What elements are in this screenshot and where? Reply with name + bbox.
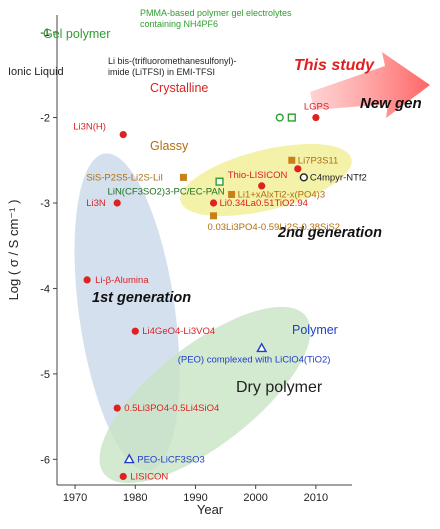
y-tick-label: -2 <box>40 113 50 125</box>
data-point <box>179 173 187 181</box>
y-tick-label: -5 <box>40 369 50 381</box>
data-points: LGPS Li3N(H) Li3N Li-β-Alumina Li4GeO4-Li3VO… <box>73 102 367 483</box>
point-label: SiS-P2S5-Li2S-LiI <box>86 172 163 183</box>
data-point <box>119 131 127 139</box>
point-label: Li3N <box>86 198 106 209</box>
data-point <box>258 182 266 190</box>
data-point <box>113 404 121 412</box>
point-label: (PEO) complexed with LiClO4(TiO2) <box>178 354 331 365</box>
data-point <box>113 199 121 207</box>
x-tick-label: 1980 <box>123 492 147 504</box>
this-study-label: This study <box>294 57 375 74</box>
second-gen-label: 2nd generation <box>277 225 382 241</box>
data-point <box>83 276 91 284</box>
litfsi-note-line2: imide (LiTFSI) in EMI-TFSI <box>108 67 215 77</box>
y-tick-label: -3 <box>40 198 50 210</box>
point-label: Li0.34La0.51TiO2.94 <box>220 198 308 209</box>
pmma-note-line1: PMMA-based polymer gel electrolytes <box>140 8 292 18</box>
second-gen-region <box>180 143 352 217</box>
point-label: LiN(CF3SO2)3-PC/EC-PAN <box>108 187 225 198</box>
y-tick-label: -6 <box>40 454 50 466</box>
point-label: Li-β-Alumina <box>95 275 149 286</box>
x-tick-label: 1970 <box>63 492 87 504</box>
point-label: 0.03Li3PO4-0.59Li2S-0.38SiS2 <box>208 222 341 233</box>
data-point <box>210 212 218 220</box>
point-label: Li3N(H) <box>73 122 106 133</box>
data-point <box>228 190 236 198</box>
dry-polymer-label: Dry polymer <box>236 379 323 396</box>
data-point <box>299 173 308 182</box>
pmma-note-line2: containing NH4PF6 <box>140 19 218 29</box>
glassy-label: Glassy <box>150 139 189 153</box>
y-axis-title: Log ( σ / S cm⁻¹ ) <box>6 200 21 301</box>
point-label: Li4GeO4-Li3VO4 <box>142 326 215 337</box>
data-point <box>275 113 284 122</box>
point-label: Thio-LISICON <box>228 170 288 181</box>
x-tick-label: 2010 <box>304 492 328 504</box>
data-point <box>215 177 224 186</box>
point-label: LISICON <box>130 471 168 482</box>
data-point <box>288 156 296 164</box>
data-point <box>131 327 139 335</box>
data-point <box>312 113 320 122</box>
y-tick-label: -4 <box>40 283 50 295</box>
data-point <box>287 113 296 122</box>
data-point <box>294 165 302 173</box>
first-gen-label: 1st generation <box>92 290 191 306</box>
axis-ticks: 1970 1980 1990 2000 2010 -1 -2 -3 -4 -5 -6 <box>40 27 328 504</box>
polymer-label: Polymer <box>292 323 338 337</box>
litfsi-note-line1: Li bis-(trifluoromethanesulfonyl)- <box>108 56 237 66</box>
x-tick-label: 2000 <box>243 492 267 504</box>
point-label: LGPS <box>304 102 329 113</box>
point-label: Li7P3S11 <box>298 155 339 166</box>
y-tick-label: -1 <box>40 27 50 39</box>
data-point <box>209 199 218 207</box>
x-tick-label: 1990 <box>183 492 207 504</box>
new-gen-label: New gen <box>360 95 422 112</box>
data-point <box>256 342 268 353</box>
data-point <box>119 472 127 481</box>
point-label: C4mpyr-NTf2 <box>310 172 367 183</box>
ionic-liquid-label: Ionic Liquid <box>8 66 64 78</box>
gel-polymer-label: Gel polymer <box>43 27 110 41</box>
x-axis-title: Year <box>197 502 224 517</box>
new-gen-arrow <box>310 52 430 118</box>
point-label: Li1+xAlxTi2-x(PO4)3 <box>238 189 326 200</box>
crystalline-label: Crystalline <box>150 81 208 95</box>
data-point <box>123 453 135 464</box>
point-label: 0.5Li3PO4-0.5Li4SiO4 <box>124 403 219 414</box>
axes <box>56 15 352 486</box>
point-label: PEO-LiCF3SO3 <box>137 454 205 465</box>
